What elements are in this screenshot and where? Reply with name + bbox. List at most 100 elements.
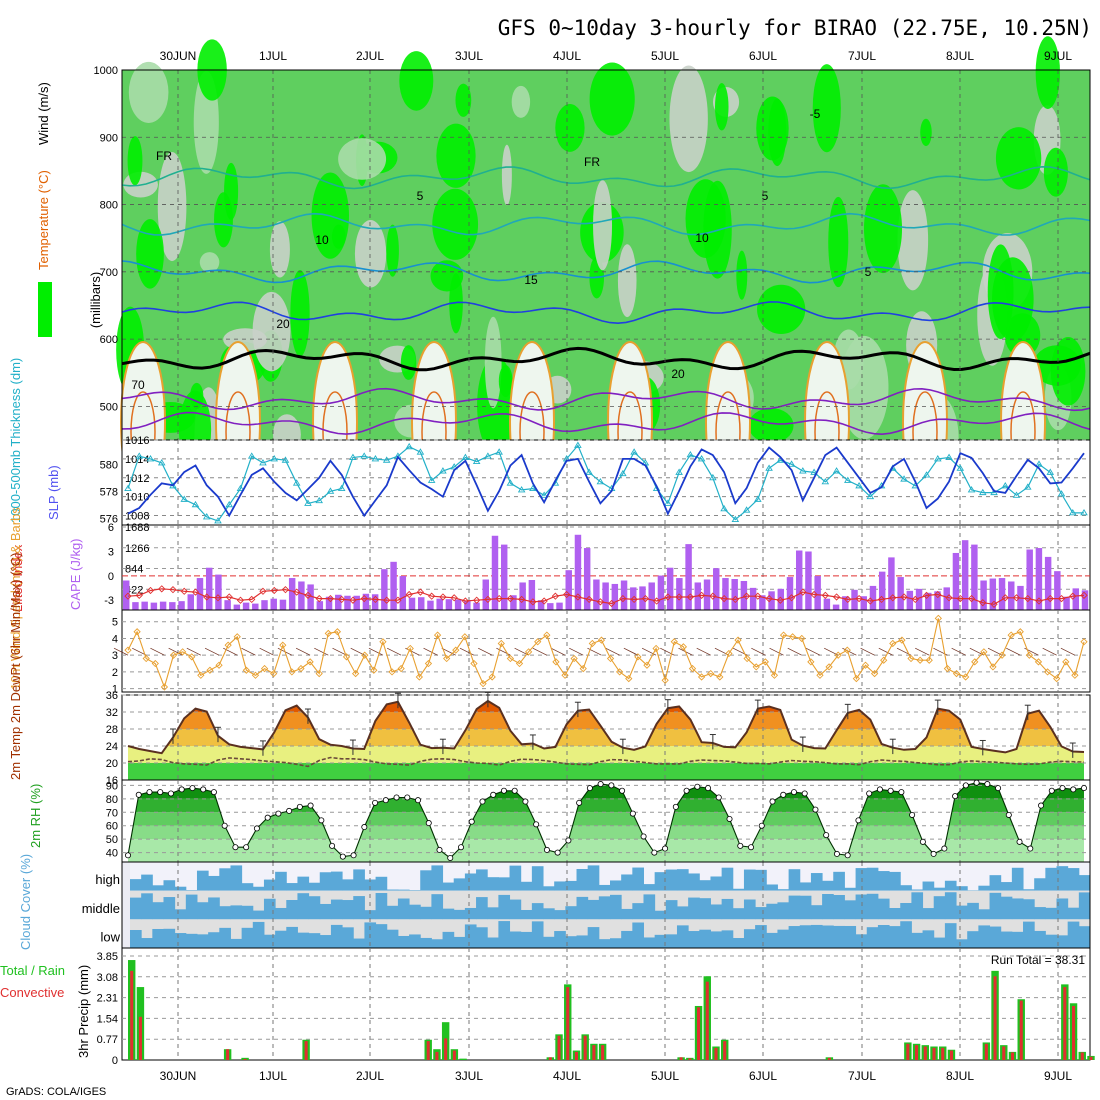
rh-point (125, 852, 132, 859)
cape-bar (703, 579, 711, 610)
precip-bar-convective (1063, 987, 1067, 1060)
rh-point (543, 846, 550, 853)
wind-ylabel: 10m Wind Speed (m/s) & Barbs (8, 507, 23, 690)
cloud-bar (956, 886, 968, 891)
cape-bar (713, 568, 720, 610)
cloud-bar (319, 935, 332, 948)
wind-point (315, 669, 323, 678)
cloud-bar (743, 899, 756, 920)
cloud-bar (565, 936, 578, 948)
y-tick-slp: 1016 (125, 435, 149, 447)
rh-patch (864, 184, 903, 274)
cloud-bar (252, 910, 265, 920)
cloud-bar (654, 934, 667, 948)
cloud-bar (788, 926, 801, 948)
isotherm-label: FR (156, 149, 172, 163)
temp-band (128, 763, 1084, 780)
precip-bar-convective (130, 970, 134, 1060)
cloud-bar (308, 896, 321, 920)
lifted-point (551, 592, 560, 600)
cloud-bar (810, 905, 823, 920)
lifted-point (293, 588, 301, 596)
wind-point (889, 639, 897, 648)
rh-point (350, 852, 357, 859)
cloud-bar (498, 894, 511, 920)
cloud-bar (721, 867, 734, 891)
isotherm-label: -5 (810, 107, 821, 121)
cloud-bar (676, 925, 689, 948)
lifted-point (214, 594, 222, 602)
y-tick-precip: 3.85 (97, 951, 118, 963)
rh-patch (715, 83, 729, 131)
cloud-bar (509, 931, 522, 948)
cape-bar (786, 577, 794, 610)
cloud-bar (866, 927, 879, 948)
thickness-point (427, 476, 436, 483)
lifted-point (360, 594, 368, 603)
precip-bar-convective (566, 987, 570, 1060)
ylabel-rh2m: 2m RH (%) (28, 784, 43, 848)
cloud-bar (866, 893, 879, 920)
cape-bar (205, 567, 213, 610)
rh-point (586, 785, 593, 792)
wind-point (215, 661, 223, 669)
thickness-point (304, 499, 312, 506)
precip-bar-convective (548, 1057, 552, 1060)
cloud-bar (297, 932, 310, 948)
wind-point (588, 639, 596, 648)
cape-bar (593, 579, 600, 610)
y-tick-precip: 1.54 (97, 1013, 118, 1025)
cloud-bar (956, 905, 968, 920)
thickness-point (900, 475, 908, 482)
cape-bar (482, 579, 489, 610)
lifted-point (945, 594, 953, 602)
lifted-point (461, 597, 470, 605)
lifted-point (585, 595, 593, 604)
rh-point (286, 807, 293, 814)
wind-point (433, 631, 442, 639)
cloud-bar (185, 933, 198, 948)
thickness-point (1057, 490, 1066, 497)
rh-point (737, 842, 744, 849)
cloud-bar (364, 879, 377, 891)
wind-point (980, 648, 988, 656)
wind-barb (751, 647, 766, 656)
cloud-bar (643, 884, 656, 891)
wind-point (324, 629, 332, 638)
thickness-point (405, 442, 413, 450)
cloud-bar (721, 930, 734, 948)
cloud-bar (263, 879, 276, 891)
cloud-bar (286, 883, 298, 891)
cloud-level-label: high (95, 872, 120, 887)
lifted-point (709, 592, 717, 600)
isotherm-label: 5 (762, 189, 769, 203)
wind-barb (168, 647, 183, 656)
lifted-point (169, 586, 177, 594)
cloud-bar (152, 928, 164, 948)
cloud-bar (397, 898, 410, 920)
cloud-bar (1056, 866, 1069, 891)
rh-point (705, 785, 712, 792)
cape-bar (602, 582, 609, 610)
cloud-bar (1000, 931, 1013, 948)
precip-bar-convective (688, 1058, 692, 1060)
cloud-bar (610, 880, 622, 891)
cloud-bar (755, 869, 767, 891)
wind-point (461, 633, 469, 641)
lifted-point (574, 593, 582, 601)
cape-bar (888, 557, 895, 610)
isotherm-label: 5 (417, 189, 424, 203)
wind-point (188, 653, 196, 661)
y-tick-pressure: 500 (100, 401, 118, 413)
cape-bar (187, 594, 194, 610)
cloud-bar (598, 884, 611, 891)
cape-bar (860, 596, 867, 610)
cape-bar (298, 581, 305, 610)
lifted-point (889, 594, 897, 602)
cloud-bar (732, 888, 745, 891)
cape-bar (952, 552, 960, 610)
cloud-bar (621, 908, 633, 920)
wind-point (279, 641, 287, 649)
